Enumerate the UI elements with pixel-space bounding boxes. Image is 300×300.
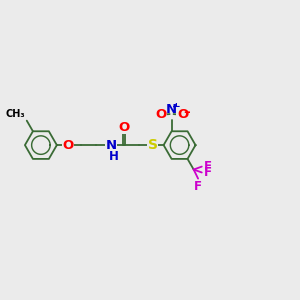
- Text: O: O: [119, 121, 130, 134]
- Text: N: N: [166, 103, 177, 116]
- Text: CH₃: CH₃: [6, 110, 26, 119]
- Text: O: O: [62, 139, 74, 152]
- Text: S: S: [148, 138, 158, 152]
- Text: H: H: [109, 151, 119, 164]
- Text: –: –: [184, 106, 190, 118]
- Text: F: F: [203, 167, 211, 179]
- Text: O: O: [155, 108, 166, 121]
- Text: N: N: [105, 139, 116, 152]
- Text: O: O: [177, 108, 188, 121]
- Text: F: F: [203, 160, 211, 172]
- Text: F: F: [194, 180, 202, 193]
- Text: +: +: [171, 102, 180, 112]
